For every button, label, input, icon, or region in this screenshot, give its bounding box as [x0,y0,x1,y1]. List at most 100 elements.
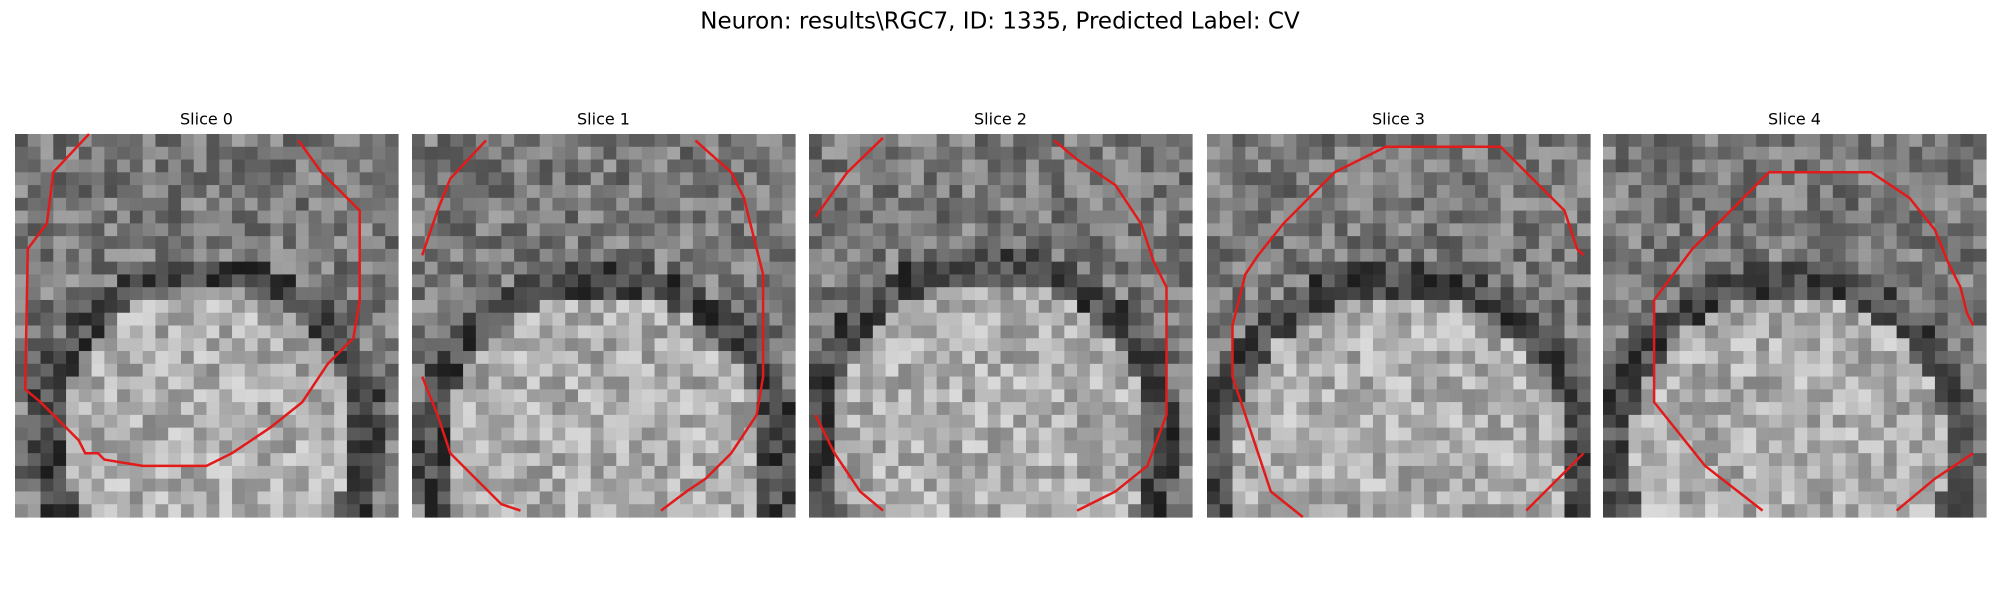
pixel [1577,465,1591,480]
pixel [1166,453,1180,467]
pixel [641,465,656,480]
pixel [1385,427,1400,441]
pixel [334,197,348,212]
pixel [1283,504,1297,518]
pixel [1411,287,1425,301]
pixel [1743,389,1757,403]
pixel [1140,440,1155,454]
pixel [244,453,259,467]
pixel [1896,248,1910,263]
pixel [1309,504,1323,518]
pixel [129,363,144,378]
pixel [1026,414,1040,429]
pixel [219,312,233,327]
pixel [1526,312,1540,327]
pixel [488,376,502,390]
pixel [1603,414,1617,429]
pixel [1641,134,1655,148]
pixel [936,274,951,288]
pixel [1153,210,1168,224]
pixel [565,159,579,173]
pixel [437,491,451,505]
pixel [949,146,963,161]
pixel [1947,491,1962,505]
pixel [180,236,195,250]
contour [1652,171,1975,512]
pixel [1730,159,1745,173]
pixel [1973,287,1987,301]
pixel [1679,210,1693,224]
pixel [1013,491,1027,505]
pixel [756,185,771,199]
pixel [1666,376,1681,390]
pixel [359,414,374,429]
pixel [1487,504,1502,518]
pixel [1909,299,1923,314]
pixel [949,414,963,429]
pixel [1526,197,1540,212]
pixel [949,402,963,416]
pixel [193,414,208,429]
pixel [142,146,157,161]
pixel [1551,172,1566,186]
pixel [1166,287,1180,301]
pixel [629,159,643,173]
pixel [1768,414,1783,429]
pixel [1372,351,1387,365]
pixel [450,210,464,224]
pixel [463,299,477,314]
pixel [756,197,771,212]
pixel [603,427,617,441]
pixel [1219,414,1234,429]
pixel [1334,299,1349,314]
pixel [821,236,836,250]
pixel [180,134,195,148]
pixel [962,172,976,186]
pixel [1973,261,1987,276]
pixel [1270,376,1285,390]
pixel [1538,248,1553,263]
pixel [603,478,617,493]
pixel [1641,185,1655,199]
pixel [334,363,348,378]
pixel [1207,287,1221,301]
pixel [334,274,348,288]
pixel [1462,210,1476,224]
pixel [1679,504,1693,518]
pixel [743,491,758,505]
pixel [346,287,361,301]
pixel [782,236,796,250]
pixel [385,248,399,263]
pixel [1309,453,1323,467]
pixel [1449,223,1463,237]
pixel [987,325,1002,339]
pixel [782,338,796,352]
pixel [1845,325,1859,339]
pixel [1871,389,1885,403]
pixel [1500,299,1514,314]
pixel [860,274,874,288]
pixel [283,248,297,263]
pixel [1219,504,1234,518]
pixel [1551,236,1566,250]
pixel [1283,414,1297,429]
pixel [603,465,617,480]
pixel [372,261,386,276]
pixel [1424,287,1438,301]
pixel [180,453,195,467]
pixel [385,351,399,365]
pixel [1807,453,1821,467]
pixel [1128,491,1142,505]
pixel [809,287,823,301]
pixel [270,223,284,237]
pixel [1615,248,1630,263]
pixel [1641,312,1655,327]
pixel [1449,299,1463,314]
pixel [629,376,643,390]
pixel [66,351,80,365]
pixel [142,210,157,224]
pixel [1153,287,1168,301]
pixel [53,402,67,416]
pixel [1922,389,1936,403]
pixel [206,159,220,173]
